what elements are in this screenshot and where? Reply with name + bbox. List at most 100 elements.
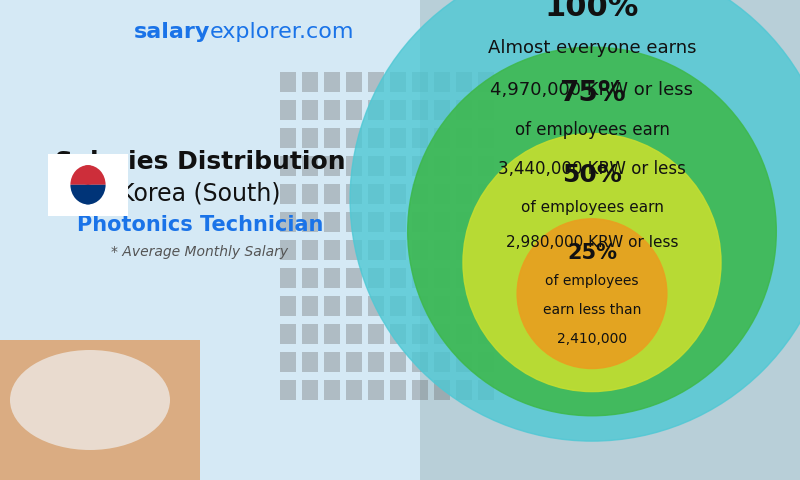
FancyBboxPatch shape [456,324,472,344]
FancyBboxPatch shape [324,212,340,232]
FancyBboxPatch shape [478,212,494,232]
FancyBboxPatch shape [412,324,428,344]
FancyBboxPatch shape [346,268,362,288]
Text: Photonics Technician: Photonics Technician [77,215,323,235]
FancyBboxPatch shape [324,352,340,372]
FancyBboxPatch shape [412,352,428,372]
FancyBboxPatch shape [434,380,450,400]
FancyBboxPatch shape [368,72,384,92]
FancyBboxPatch shape [280,240,296,260]
Text: earn less than: earn less than [543,303,641,317]
FancyBboxPatch shape [412,128,428,148]
FancyBboxPatch shape [390,72,406,92]
FancyBboxPatch shape [456,184,472,204]
FancyBboxPatch shape [390,296,406,316]
FancyBboxPatch shape [478,324,494,344]
FancyBboxPatch shape [280,296,296,316]
FancyBboxPatch shape [280,212,296,232]
FancyBboxPatch shape [412,72,428,92]
FancyBboxPatch shape [412,184,428,204]
FancyBboxPatch shape [346,380,362,400]
FancyBboxPatch shape [434,156,450,176]
Circle shape [79,185,97,204]
Wedge shape [70,185,106,204]
FancyBboxPatch shape [302,268,318,288]
FancyBboxPatch shape [412,268,428,288]
FancyBboxPatch shape [346,240,362,260]
Text: 3,440,000 KRW or less: 3,440,000 KRW or less [498,160,686,178]
Text: 2,410,000: 2,410,000 [557,333,627,347]
FancyBboxPatch shape [456,268,472,288]
FancyBboxPatch shape [420,0,800,480]
FancyBboxPatch shape [434,352,450,372]
FancyBboxPatch shape [368,156,384,176]
FancyBboxPatch shape [368,352,384,372]
FancyBboxPatch shape [346,72,362,92]
FancyBboxPatch shape [324,156,340,176]
Circle shape [463,133,721,392]
Text: 4,970,000 KRW or less: 4,970,000 KRW or less [490,82,694,99]
FancyBboxPatch shape [456,100,472,120]
FancyBboxPatch shape [434,324,450,344]
FancyBboxPatch shape [280,156,296,176]
FancyBboxPatch shape [324,324,340,344]
FancyBboxPatch shape [478,128,494,148]
FancyBboxPatch shape [434,184,450,204]
FancyBboxPatch shape [302,100,318,120]
FancyBboxPatch shape [346,184,362,204]
FancyBboxPatch shape [324,128,340,148]
FancyBboxPatch shape [302,156,318,176]
FancyBboxPatch shape [390,240,406,260]
FancyBboxPatch shape [478,100,494,120]
FancyBboxPatch shape [390,268,406,288]
FancyBboxPatch shape [390,352,406,372]
FancyBboxPatch shape [412,156,428,176]
FancyBboxPatch shape [434,268,450,288]
Text: 25%: 25% [567,243,617,263]
Text: 50%: 50% [562,163,622,187]
FancyBboxPatch shape [346,324,362,344]
FancyBboxPatch shape [324,268,340,288]
Circle shape [517,219,667,369]
FancyBboxPatch shape [390,156,406,176]
FancyBboxPatch shape [390,128,406,148]
FancyBboxPatch shape [412,296,428,316]
FancyBboxPatch shape [302,324,318,344]
FancyBboxPatch shape [478,380,494,400]
FancyBboxPatch shape [280,128,296,148]
FancyBboxPatch shape [346,156,362,176]
FancyBboxPatch shape [456,128,472,148]
FancyBboxPatch shape [478,352,494,372]
FancyBboxPatch shape [280,100,296,120]
Circle shape [79,165,97,185]
FancyBboxPatch shape [390,212,406,232]
FancyBboxPatch shape [368,296,384,316]
FancyBboxPatch shape [324,296,340,316]
FancyBboxPatch shape [368,268,384,288]
FancyBboxPatch shape [456,240,472,260]
FancyBboxPatch shape [478,296,494,316]
FancyBboxPatch shape [280,184,296,204]
FancyBboxPatch shape [302,240,318,260]
FancyBboxPatch shape [0,0,420,480]
FancyBboxPatch shape [368,240,384,260]
FancyBboxPatch shape [390,324,406,344]
FancyBboxPatch shape [302,212,318,232]
FancyBboxPatch shape [280,72,296,92]
FancyBboxPatch shape [412,100,428,120]
FancyBboxPatch shape [478,240,494,260]
Text: of employees earn: of employees earn [514,121,670,139]
FancyBboxPatch shape [434,128,450,148]
FancyBboxPatch shape [412,240,428,260]
FancyBboxPatch shape [456,212,472,232]
FancyBboxPatch shape [434,296,450,316]
FancyBboxPatch shape [456,72,472,92]
FancyBboxPatch shape [280,380,296,400]
FancyBboxPatch shape [368,324,384,344]
FancyBboxPatch shape [434,100,450,120]
Ellipse shape [10,350,170,450]
FancyBboxPatch shape [456,296,472,316]
FancyBboxPatch shape [324,184,340,204]
Text: Salaries Distribution: Salaries Distribution [54,150,346,174]
Text: explorer.com: explorer.com [210,22,354,42]
